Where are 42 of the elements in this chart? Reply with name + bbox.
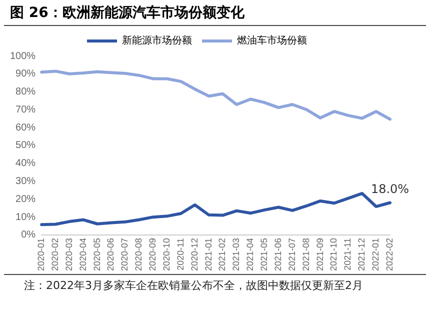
- y-tick-label: 100%: [10, 50, 36, 62]
- x-tick-label: 2020-11: [175, 238, 186, 270]
- x-tick-label: 2020-01: [36, 238, 46, 271]
- x-tick-label: 2022-01: [370, 238, 381, 271]
- chart-title: 图 26：欧洲新能源汽车市场份额变化: [4, 0, 426, 26]
- y-tick-label: 90%: [16, 68, 36, 80]
- x-tick-label: 2020-07: [120, 238, 130, 271]
- y-tick-label: 60%: [16, 122, 36, 134]
- text: 注：2022年3月多家车企在欧销量公布不全，故图中数据仅更新至2月: [4, 274, 426, 294]
- y-tick-label: 10%: [16, 212, 36, 223]
- x-tick-label: 2020-06: [106, 238, 116, 271]
- legend-label: 新能源市场份额: [122, 34, 192, 47]
- x-tick-label: 2021-05: [259, 238, 270, 271]
- x-tick-label: 2020-03: [64, 238, 74, 271]
- x-tick-label: 2020-08: [134, 238, 144, 271]
- x-tick-label: 2020-04: [78, 238, 88, 271]
- x-tick-label: 2020-09: [148, 238, 158, 271]
- x-tick-label: 2020-05: [92, 238, 102, 271]
- x-tick-label: 2020-02: [50, 238, 60, 271]
- y-tick-label: 50%: [16, 140, 36, 152]
- y-tick-label: 80%: [16, 86, 36, 98]
- x-tick-label: 2021-07: [286, 238, 297, 271]
- y-tick-label: 20%: [16, 194, 36, 205]
- y-tick-label: 30%: [16, 176, 36, 188]
- x-tick-label: 2021-08: [300, 238, 311, 271]
- x-tick-label: 2020-10: [161, 238, 172, 271]
- data-label: 18.0%: [370, 182, 410, 196]
- x-tick-label: 2021-02: [217, 238, 228, 271]
- x-tick-label: 2021-04: [245, 238, 256, 271]
- x-tick-label: 2020-12: [189, 238, 200, 271]
- x-tick-label: 2021-03: [231, 238, 242, 271]
- x-tick-label: 2021-10: [328, 238, 339, 271]
- legend-label: 燃油车市场份额: [237, 34, 307, 47]
- x-tick-label: 2022-02: [384, 238, 394, 271]
- y-tick-label: 70%: [16, 104, 36, 116]
- y-tick-label: 0%: [21, 230, 36, 241]
- x-tick-label: 2021-11: [342, 238, 353, 270]
- x-tick-label: 2021-09: [314, 238, 325, 271]
- x-tick-label: 2021-06: [272, 238, 283, 271]
- y-tick-label: 40%: [16, 158, 36, 170]
- x-tick-label: 2021-01: [203, 238, 214, 271]
- x-tick-label: 2021-12: [356, 238, 367, 271]
